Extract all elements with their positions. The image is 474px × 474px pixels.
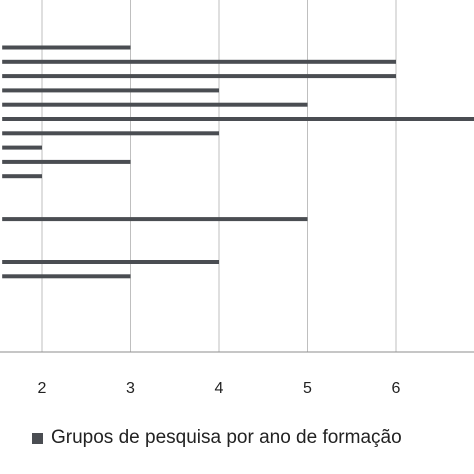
bar-7: [2, 145, 43, 150]
x-tick-labels: 2 3 4 5 6: [38, 380, 401, 397]
legend-swatch: [32, 432, 43, 444]
x-tick-label-3: 3: [126, 380, 135, 397]
bar-5: [2, 117, 474, 121]
x-tick-label-4: 4: [215, 380, 224, 397]
bar-8: [2, 159, 131, 164]
legend: Grupos de pesquisa por ano de formação: [32, 427, 402, 449]
x-tick-label-6: 6: [392, 380, 401, 397]
bar-16: [2, 274, 131, 279]
bar-4: [2, 102, 308, 107]
bar-15: [2, 260, 219, 264]
bars: [2, 45, 474, 279]
bar-9: [2, 174, 43, 179]
bar-0: [2, 45, 131, 50]
legend-label: Grupos de pesquisa por ano de formação: [51, 427, 402, 448]
gridlines: [41, 0, 397, 352]
x-tick-label-5: 5: [303, 380, 312, 397]
bar-6: [2, 131, 219, 136]
bar-2: [2, 74, 397, 79]
bar-12: [2, 217, 308, 222]
x-tick-label-2: 2: [38, 380, 47, 397]
bar-1: [2, 59, 397, 64]
bar-3: [2, 88, 219, 93]
